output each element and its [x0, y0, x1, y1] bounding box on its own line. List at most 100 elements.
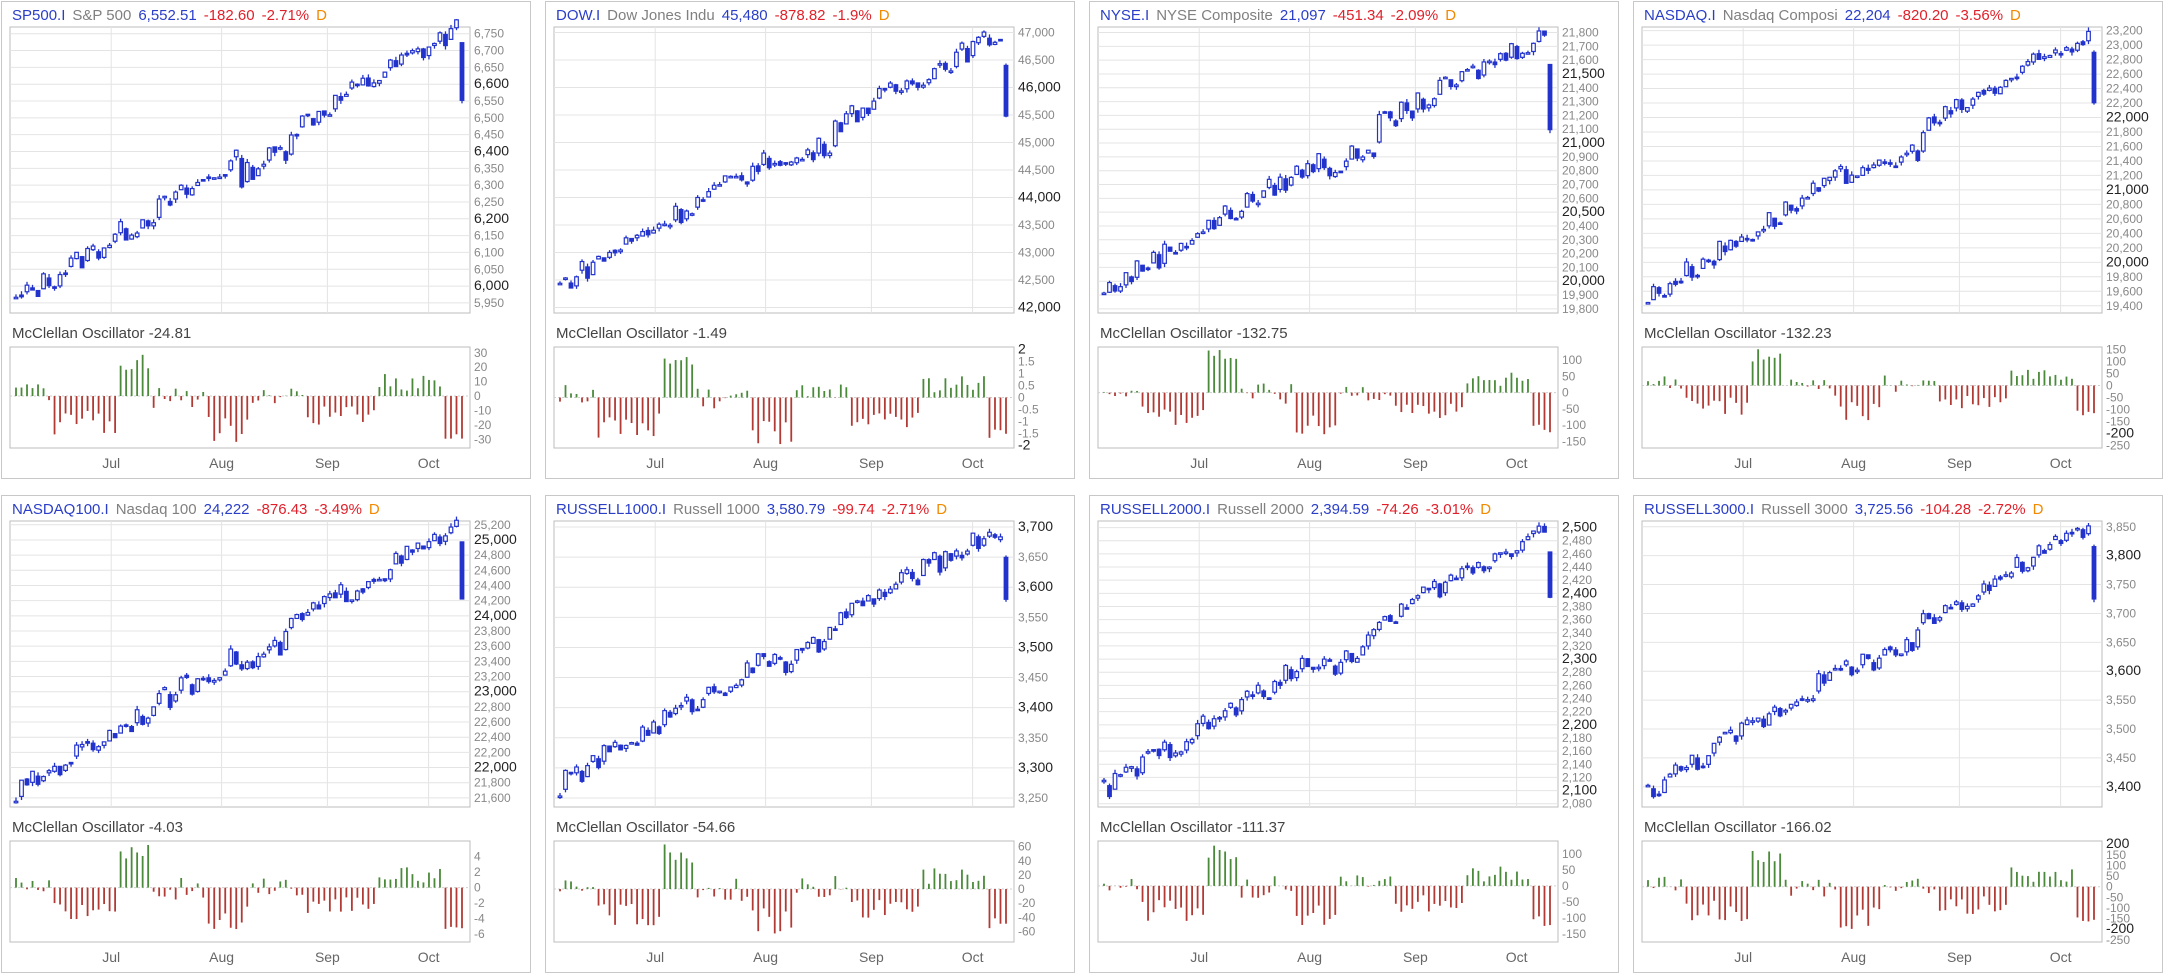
candle-body [1349, 652, 1355, 663]
candle-body [849, 602, 855, 616]
candle-body [788, 161, 794, 166]
candle-body [1937, 121, 1943, 125]
chart-panel-sp500-i[interactable]: SP500.I S&P 500 6,552.51 -182.60 -2.71% D McCl… [1, 1, 531, 479]
price-plot-frame [9, 520, 471, 808]
candle-body [805, 641, 811, 649]
osc-tick-label: 4 [474, 850, 481, 864]
candle-body [1684, 261, 1689, 277]
candle-body [1283, 178, 1289, 191]
candle-body [1195, 233, 1201, 238]
chart-svg: 3,250 3,300 3,350 3,400 3,450 3,500 3,550 3,600… [553, 518, 1053, 965]
candle-body [1739, 236, 1745, 243]
y-tick-label: 21,600 [2106, 139, 2143, 153]
candle-body [321, 596, 327, 605]
y-tick-label: 21,600 [1562, 53, 1599, 67]
period-label[interactable]: D [316, 7, 327, 24]
candle-body [1195, 723, 1201, 737]
symbol-link[interactable]: RUSSELL2000.I [1100, 501, 1211, 518]
candle-body [1343, 650, 1349, 661]
candle-body [1981, 583, 1987, 593]
symbol-link[interactable]: NASDAQ.I [1644, 7, 1716, 24]
candle-body [1343, 160, 1349, 168]
candle-body [1755, 717, 1761, 722]
candle-body [667, 711, 673, 718]
x-month-label: Sep [1947, 455, 1972, 471]
candle-body [1953, 99, 1959, 109]
candle-body [1662, 294, 1667, 298]
candle-body [2058, 540, 2064, 545]
symbol-link[interactable]: RUSSELL1000.I [556, 501, 667, 518]
symbol-link[interactable]: DOW.I [556, 7, 601, 24]
candle-body [706, 191, 712, 198]
last-price: 3,725.56 [1854, 501, 1914, 518]
chart-panel-nasdaq100-i[interactable]: NASDAQ100.I Nasdaq 100 24,222 -876.43 -3.49%… [1, 495, 531, 973]
oscillator-frame [1097, 346, 1559, 449]
period-label[interactable]: D [2032, 501, 2044, 518]
chart-panel-dow-i[interactable]: DOW.I Dow Jones Indu 45,480 -878.82 -1.9% D Mc… [545, 1, 1075, 479]
candle-body [96, 746, 101, 751]
candle-body [596, 758, 601, 769]
candle-body [266, 147, 272, 161]
candle-body [1349, 145, 1355, 160]
y-tick-label: 2,280 [1562, 665, 1592, 679]
x-month-label: Jul [1734, 455, 1752, 471]
candle-body [2042, 550, 2047, 554]
candle-body [1239, 210, 1245, 218]
candle-body [1882, 161, 1888, 164]
candle-body [645, 229, 651, 236]
candle-body [998, 38, 1003, 42]
osc-tick-label: 0.5 [1018, 378, 1035, 392]
candle-body [1645, 784, 1651, 788]
percent-change: -2.09% [1390, 7, 1439, 24]
candle-body [1371, 629, 1377, 637]
candle-body [459, 541, 465, 600]
oscillator-label: McClellan Oscillator -54.66 [556, 818, 735, 838]
period-label[interactable]: D [878, 7, 890, 24]
candle-body [832, 120, 838, 147]
chart-panel-nyse-i[interactable]: NYSE.I NYSE Composite 21,097 -451.34 -2.09% D… [1089, 1, 1619, 479]
candle-body [1145, 267, 1151, 271]
candle-body [761, 653, 767, 658]
period-label[interactable]: D [936, 501, 948, 518]
y-tick-label: 20,000 [1562, 272, 1605, 288]
candle-body [206, 677, 212, 683]
y-tick-label: 6,600 [474, 75, 509, 91]
symbol-link[interactable]: SP500.I [12, 7, 66, 24]
chart-panel-russell3000-i[interactable]: RUSSELL3000.I Russell 3000 3,725.56 -104.28… [1633, 495, 2163, 973]
x-month-label: Jul [102, 455, 120, 471]
symbol-link[interactable]: NASDAQ100.I [12, 501, 109, 518]
last-price: 21,097 [1279, 7, 1326, 24]
oscillator-frame [9, 346, 471, 449]
chart-panel-russell1000-i[interactable]: RUSSELL1000.I Russell 1000 3,580.79 -99.74-… [545, 495, 1075, 973]
osc-tick-label: -200 [2106, 920, 2134, 936]
y-tick-label: 20,200 [2106, 241, 2143, 255]
chart-svg: 2,0802,1002,1202,1402,1602,1802,2002,220… [1097, 519, 1597, 965]
osc-tick-label: 20 [474, 360, 488, 374]
candle-body [2075, 42, 2080, 51]
period-label[interactable]: D [2010, 7, 2021, 24]
candle-body [1244, 690, 1250, 698]
candle-body [1294, 671, 1300, 679]
period-label[interactable]: D [1445, 7, 1457, 24]
y-tick-label: 2,260 [1562, 678, 1592, 692]
candle-body [217, 677, 223, 681]
candle-body [1151, 749, 1156, 752]
candle-body [882, 591, 888, 598]
chart-panel-nasdaq-i[interactable]: NASDAQ.I Nasdaq Composi 22,204 -820.20 -3.56… [1633, 1, 2163, 479]
candle-body [288, 617, 294, 629]
candle-body [316, 110, 322, 123]
period-label[interactable]: D [368, 501, 380, 518]
candle-body [684, 696, 690, 702]
period-label[interactable]: D [1480, 501, 1492, 518]
candle-body [854, 600, 860, 604]
symbol-link[interactable]: NYSE.I [1100, 7, 1150, 24]
candle-body [1404, 607, 1410, 610]
candle-body [2053, 535, 2058, 541]
chart-panel-russell2000-i[interactable]: RUSSELL2000.I Russell 2000 2,394.59 -74.26-… [1089, 495, 1619, 973]
osc-tick-label: -100 [1562, 418, 1586, 432]
osc-tick-label: 0 [1018, 391, 1025, 405]
y-tick-label: 3,500 [2106, 722, 2136, 736]
symbol-link[interactable]: RUSSELL3000.I [1644, 501, 1755, 518]
candle-body [1134, 768, 1140, 777]
